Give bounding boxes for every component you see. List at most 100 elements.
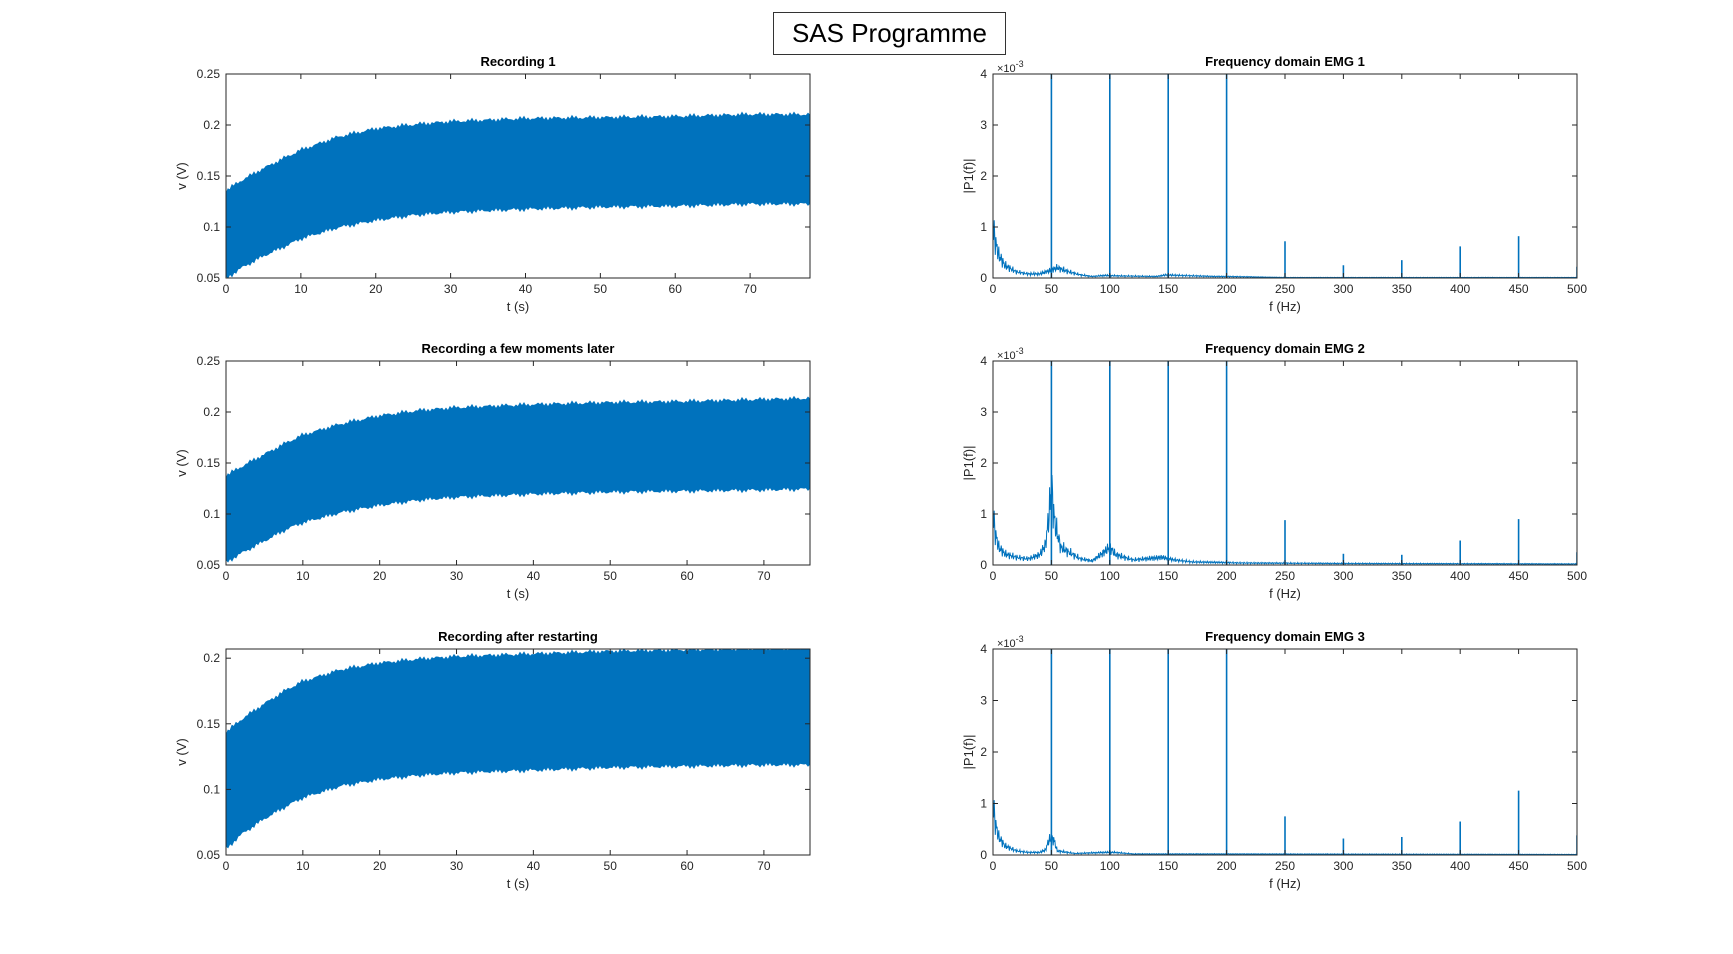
chart-6: 0 50 100 150 200 250 300 350 400 450 500 0 1 2 3 4 Frequ… bbox=[961, 629, 1587, 891]
figure-title: SAS Programme bbox=[773, 12, 1006, 55]
x-tick-label: 40 bbox=[519, 282, 533, 296]
y-tick-label: 1 bbox=[980, 220, 987, 234]
x-tick-label: 300 bbox=[1333, 282, 1353, 296]
y-tick-label: 3 bbox=[980, 694, 987, 708]
x-tick-label: 450 bbox=[1509, 859, 1529, 873]
axes-box bbox=[225, 648, 811, 856]
signal-envelope bbox=[226, 395, 810, 563]
x-tick-label: 30 bbox=[450, 859, 464, 873]
x-axis-label: f (Hz) bbox=[1269, 876, 1301, 891]
y-axis-label: |P1(f)| bbox=[961, 446, 976, 481]
x-tick-label: 200 bbox=[1217, 282, 1237, 296]
x-tick-label: 250 bbox=[1275, 282, 1295, 296]
x-tick-label: 100 bbox=[1100, 282, 1120, 296]
y-tick-label: 3 bbox=[980, 405, 987, 419]
x-tick-label: 30 bbox=[444, 282, 458, 296]
plot-area bbox=[226, 395, 810, 563]
x-tick-label: 10 bbox=[294, 282, 308, 296]
chart-title: Frequency domain EMG 3 bbox=[1205, 629, 1365, 644]
chart-title: Frequency domain EMG 2 bbox=[1205, 341, 1365, 356]
x-tick-label: 0 bbox=[990, 569, 997, 583]
y-tick-label: 4 bbox=[980, 354, 987, 368]
x-tick-label: 350 bbox=[1392, 282, 1412, 296]
x-tick-label: 500 bbox=[1567, 282, 1587, 296]
y-axis-label: v (V) bbox=[174, 162, 189, 189]
chart-5: 0 10 20 30 40 50 60 70 0.05 0.1 0.15 0.2 Recording a… bbox=[174, 629, 811, 891]
plot-area bbox=[226, 111, 810, 278]
y-tick-label: 2 bbox=[980, 169, 987, 183]
y-tick-label: 0.1 bbox=[203, 220, 220, 234]
x-tick-label: 400 bbox=[1450, 859, 1470, 873]
x-tick-label: 450 bbox=[1509, 282, 1529, 296]
y-tick-label: 2 bbox=[980, 745, 987, 759]
y-tick-label: 0.15 bbox=[197, 717, 221, 731]
y-tick-label: 0 bbox=[980, 848, 987, 862]
chart-4: 0 50 100 150 200 250 300 350 400 450 500 0 1 2 3 4 Frequ… bbox=[961, 341, 1587, 601]
x-tick-label: 50 bbox=[1045, 859, 1059, 873]
y-tick-label: 0.2 bbox=[203, 118, 220, 132]
x-tick-label: 20 bbox=[369, 282, 383, 296]
x-tick-label: 500 bbox=[1567, 569, 1587, 583]
x-tick-label: 200 bbox=[1217, 569, 1237, 583]
axis-exponent: ×10-3 bbox=[997, 346, 1024, 362]
x-tick-label: 50 bbox=[594, 282, 608, 296]
signal-envelope bbox=[226, 111, 810, 278]
x-tick-label: 300 bbox=[1333, 569, 1353, 583]
x-tick-label: 350 bbox=[1392, 859, 1412, 873]
x-tick-label: 250 bbox=[1275, 859, 1295, 873]
x-tick-label: 10 bbox=[296, 859, 310, 873]
chart-1: 0 10 20 30 40 50 60 70 0.05 0.1 0.15 0.2 0.25 Recordi… bbox=[174, 54, 811, 314]
chart-title: Recording after restarting bbox=[438, 629, 598, 644]
plot-area bbox=[993, 649, 1577, 855]
y-tick-label: 0.15 bbox=[197, 169, 221, 183]
plot-area bbox=[993, 361, 1577, 565]
y-axis-label: v (V) bbox=[174, 738, 189, 765]
x-tick-label: 60 bbox=[669, 282, 683, 296]
x-tick-label: 150 bbox=[1158, 282, 1178, 296]
y-tick-label: 1 bbox=[980, 507, 987, 521]
x-tick-label: 50 bbox=[1045, 569, 1059, 583]
axis-exponent: ×10-3 bbox=[997, 59, 1024, 75]
x-tick-label: 60 bbox=[680, 569, 694, 583]
axis-exponent: ×10-3 bbox=[997, 634, 1024, 650]
y-tick-label: 2 bbox=[980, 456, 987, 470]
chart-title: Recording 1 bbox=[480, 54, 555, 69]
chart-2: 0 50 100 150 200 250 300 350 400 450 500 0 1 2 3 4 Frequ… bbox=[961, 54, 1587, 314]
x-axis-label: t (s) bbox=[507, 586, 529, 601]
x-tick-label: 70 bbox=[743, 282, 757, 296]
x-axis-label: f (Hz) bbox=[1269, 299, 1301, 314]
x-tick-label: 250 bbox=[1275, 569, 1295, 583]
plot-area bbox=[993, 74, 1577, 278]
y-tick-label: 4 bbox=[980, 642, 987, 656]
x-tick-label: 0 bbox=[223, 859, 230, 873]
x-tick-label: 50 bbox=[1045, 282, 1059, 296]
plot-area bbox=[226, 649, 810, 849]
x-axis-label: f (Hz) bbox=[1269, 586, 1301, 601]
x-tick-label: 300 bbox=[1333, 859, 1353, 873]
y-tick-label: 0.25 bbox=[197, 67, 221, 81]
y-axis-label: v (V) bbox=[174, 449, 189, 476]
x-tick-label: 150 bbox=[1158, 569, 1178, 583]
x-tick-label: 50 bbox=[604, 859, 618, 873]
x-tick-label: 30 bbox=[450, 569, 464, 583]
x-tick-label: 500 bbox=[1567, 859, 1587, 873]
y-tick-label: 0.15 bbox=[197, 456, 221, 470]
y-tick-label: 0.2 bbox=[203, 651, 220, 665]
y-tick-label: 0.05 bbox=[197, 271, 221, 285]
y-tick-label: 0.05 bbox=[197, 848, 221, 862]
x-tick-label: 20 bbox=[373, 859, 387, 873]
x-tick-label: 0 bbox=[223, 282, 230, 296]
x-tick-label: 0 bbox=[223, 569, 230, 583]
x-tick-label: 10 bbox=[296, 569, 310, 583]
x-tick-label: 0 bbox=[990, 282, 997, 296]
x-tick-label: 400 bbox=[1450, 569, 1470, 583]
x-tick-label: 40 bbox=[527, 859, 541, 873]
x-tick-label: 0 bbox=[990, 859, 997, 873]
y-tick-label: 0 bbox=[980, 271, 987, 285]
chart-title: Frequency domain EMG 1 bbox=[1205, 54, 1365, 69]
x-axis-label: t (s) bbox=[507, 299, 529, 314]
y-tick-label: 0.1 bbox=[203, 507, 220, 521]
chart-3: 0 10 20 30 40 50 60 70 0.05 0.1 0.15 0.2 0.25 Recordi… bbox=[174, 341, 811, 601]
y-tick-label: 4 bbox=[980, 67, 987, 81]
